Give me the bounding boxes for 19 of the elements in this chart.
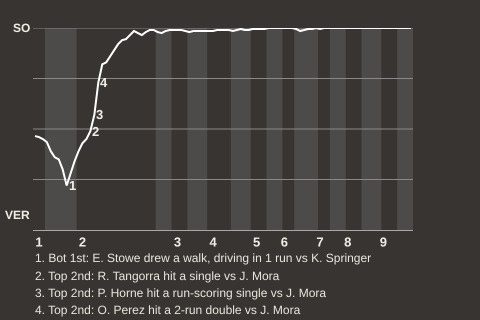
text: VER [5,208,30,222]
x-tick-label: 2 [78,234,86,250]
text: SO [13,21,30,35]
annotation: 1 [69,178,76,193]
text: 1. Bot 1st: E. Stowe drew a walk, driving in 1 run vs K. Springer [35,251,372,265]
annotation: 4 [100,75,108,90]
annotation: 3 [96,107,104,122]
x-tick-label: 5 [253,234,260,250]
x-tick-label: 6 [280,234,288,250]
x-tick-label: 9 [380,234,387,250]
annotation: 2 [92,124,100,139]
text: 2. Top 2nd: R. Tangorra hit a single vs J. Mora [35,269,280,283]
x-tick-label: 1 [35,234,43,250]
text: 3. Top 2nd: P. Horne hit a run-scoring single vs J. Mora [35,286,326,300]
x-tick-label: 3 [174,234,182,250]
text: 4. Top 2nd: O. Perez hit a 2-run double vs J. Mora [35,303,301,317]
x-tick-label: 8 [344,234,352,250]
x-tick-label: 4 [209,234,218,250]
x-tick-label: 7 [316,234,324,250]
